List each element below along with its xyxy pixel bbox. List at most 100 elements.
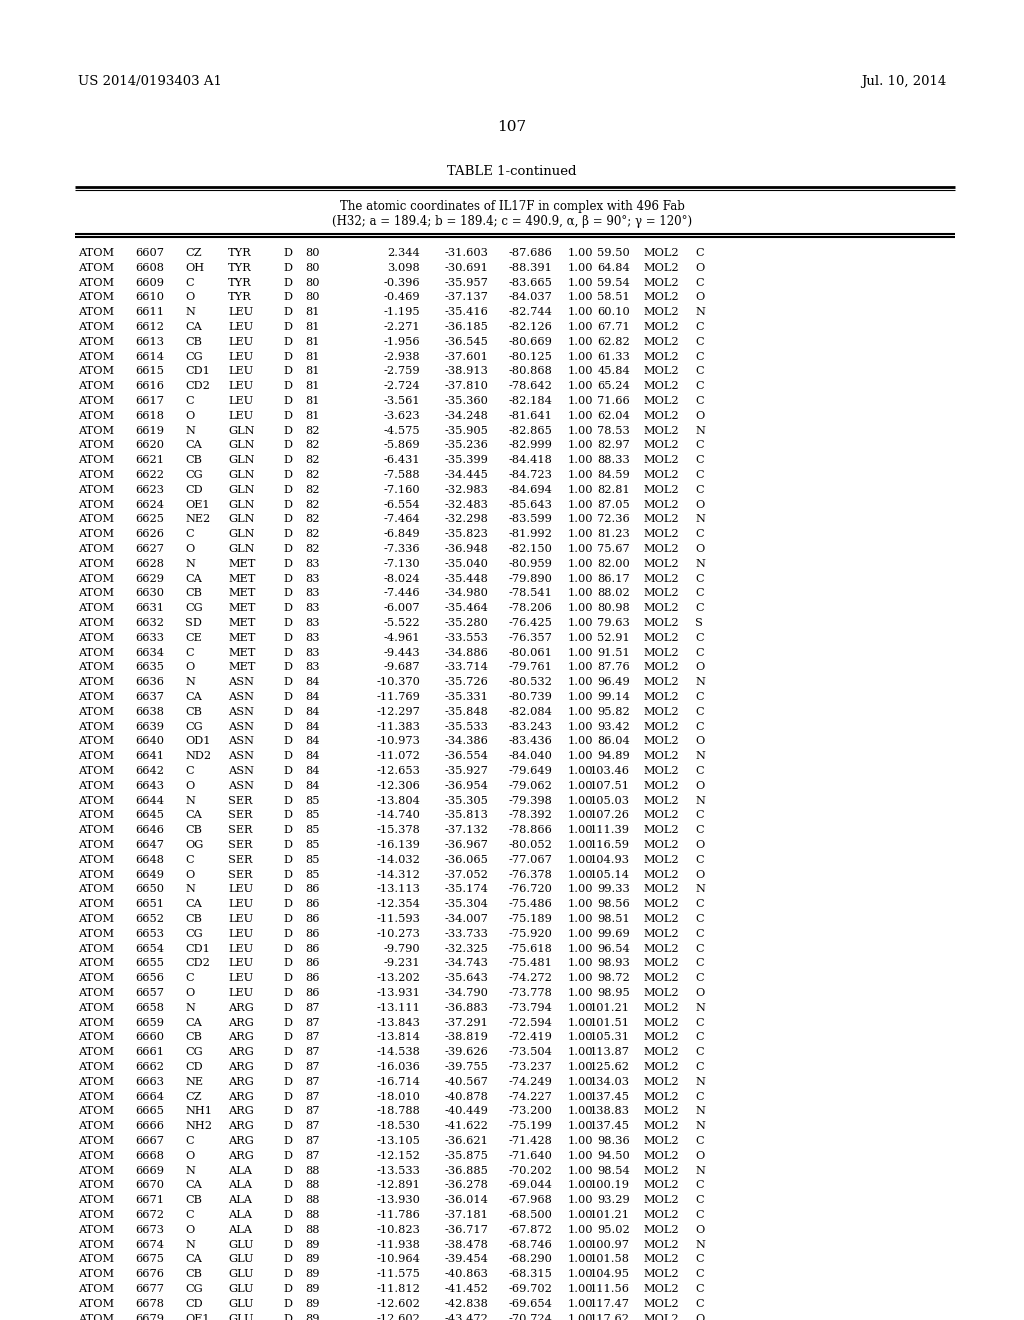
Text: N: N [695, 1077, 705, 1086]
Text: 1.00: 1.00 [568, 529, 594, 539]
Text: 1.00: 1.00 [568, 544, 594, 554]
Text: ATOM: ATOM [78, 884, 114, 895]
Text: N: N [185, 677, 195, 688]
Text: ATOM: ATOM [78, 574, 114, 583]
Text: 1.00: 1.00 [568, 810, 594, 821]
Text: 86.04: 86.04 [597, 737, 630, 746]
Text: 6663: 6663 [135, 1077, 164, 1086]
Text: D: D [283, 1270, 292, 1279]
Text: -83.436: -83.436 [508, 737, 552, 746]
Text: ATOM: ATOM [78, 1254, 114, 1265]
Text: ARG: ARG [228, 1151, 254, 1160]
Text: 113.87: 113.87 [590, 1047, 630, 1057]
Text: 82: 82 [305, 425, 319, 436]
Text: 6665: 6665 [135, 1106, 164, 1117]
Text: N: N [695, 1239, 705, 1250]
Text: -80.959: -80.959 [508, 558, 552, 569]
Text: ATOM: ATOM [78, 899, 114, 909]
Text: -10.370: -10.370 [376, 677, 420, 688]
Text: GLN: GLN [228, 499, 255, 510]
Text: -40.863: -40.863 [444, 1270, 488, 1279]
Text: N: N [695, 796, 705, 805]
Text: CB: CB [185, 706, 202, 717]
Text: -36.883: -36.883 [444, 1003, 488, 1012]
Text: N: N [185, 1239, 195, 1250]
Text: 82: 82 [305, 441, 319, 450]
Text: 6614: 6614 [135, 351, 164, 362]
Text: 60.10: 60.10 [597, 308, 630, 317]
Text: Jul. 10, 2014: Jul. 10, 2014 [861, 75, 946, 88]
Text: -16.139: -16.139 [376, 840, 420, 850]
Text: MOL2: MOL2 [643, 411, 679, 421]
Text: ATOM: ATOM [78, 677, 114, 688]
Text: 80: 80 [305, 277, 319, 288]
Text: LEU: LEU [228, 308, 253, 317]
Text: 1.00: 1.00 [568, 648, 594, 657]
Text: 1.00: 1.00 [568, 1299, 594, 1309]
Text: O: O [695, 840, 705, 850]
Text: 105.31: 105.31 [590, 1032, 630, 1043]
Text: 1.00: 1.00 [568, 381, 594, 391]
Text: C: C [695, 337, 703, 347]
Text: -38.478: -38.478 [444, 1239, 488, 1250]
Text: 6650: 6650 [135, 884, 164, 895]
Text: -84.723: -84.723 [508, 470, 552, 480]
Text: 87: 87 [305, 1003, 319, 1012]
Text: 85: 85 [305, 825, 319, 836]
Text: D: D [283, 1313, 292, 1320]
Text: MOL2: MOL2 [643, 632, 679, 643]
Text: 82: 82 [305, 515, 319, 524]
Text: 1.00: 1.00 [568, 308, 594, 317]
Text: C: C [185, 1137, 194, 1146]
Text: -9.687: -9.687 [383, 663, 420, 672]
Text: D: D [283, 1003, 292, 1012]
Text: ATOM: ATOM [78, 1239, 114, 1250]
Text: 105.03: 105.03 [590, 796, 630, 805]
Text: 6612: 6612 [135, 322, 164, 333]
Text: ATOM: ATOM [78, 722, 114, 731]
Text: 6647: 6647 [135, 840, 164, 850]
Text: 6615: 6615 [135, 367, 164, 376]
Text: MOL2: MOL2 [643, 1032, 679, 1043]
Text: ATOM: ATOM [78, 381, 114, 391]
Text: 1.00: 1.00 [568, 1180, 594, 1191]
Text: -16.036: -16.036 [376, 1063, 420, 1072]
Text: 81: 81 [305, 308, 319, 317]
Text: 87: 87 [305, 1151, 319, 1160]
Text: D: D [283, 1195, 292, 1205]
Text: -3.623: -3.623 [383, 411, 420, 421]
Text: LEU: LEU [228, 929, 253, 939]
Text: 6637: 6637 [135, 692, 164, 702]
Text: ATOM: ATOM [78, 308, 114, 317]
Text: 1.00: 1.00 [568, 1254, 594, 1265]
Text: ATOM: ATOM [78, 558, 114, 569]
Text: -6.554: -6.554 [383, 499, 420, 510]
Text: ATOM: ATOM [78, 544, 114, 554]
Text: -36.278: -36.278 [444, 1180, 488, 1191]
Text: -36.717: -36.717 [444, 1225, 488, 1234]
Text: ARG: ARG [228, 1032, 254, 1043]
Text: D: D [283, 1225, 292, 1234]
Text: ATOM: ATOM [78, 248, 114, 257]
Text: -33.553: -33.553 [444, 632, 488, 643]
Text: ASN: ASN [228, 781, 254, 791]
Text: MOL2: MOL2 [643, 558, 679, 569]
Text: 75.67: 75.67 [597, 544, 630, 554]
Text: D: D [283, 781, 292, 791]
Text: LEU: LEU [228, 396, 253, 407]
Text: 86: 86 [305, 913, 319, 924]
Text: C: C [695, 1018, 703, 1027]
Text: GLN: GLN [228, 529, 255, 539]
Text: O: O [185, 1225, 195, 1234]
Text: 6651: 6651 [135, 899, 164, 909]
Text: ARG: ARG [228, 1106, 254, 1117]
Text: SER: SER [228, 870, 253, 879]
Text: ALA: ALA [228, 1166, 252, 1176]
Text: 88.02: 88.02 [597, 589, 630, 598]
Text: ATOM: ATOM [78, 499, 114, 510]
Text: MOL2: MOL2 [643, 958, 679, 969]
Text: 1.00: 1.00 [568, 929, 594, 939]
Text: C: C [695, 248, 703, 257]
Text: LEU: LEU [228, 973, 253, 983]
Text: -75.920: -75.920 [508, 929, 552, 939]
